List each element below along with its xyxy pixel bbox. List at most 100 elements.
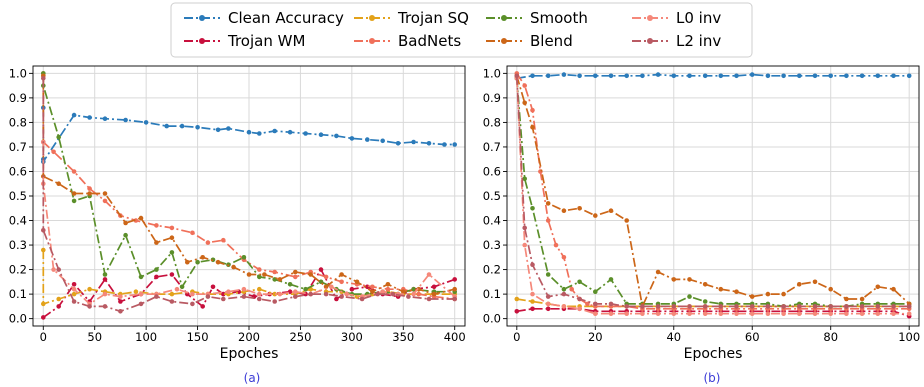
point-a-trojan-sq-4 (87, 286, 92, 292)
x-tick-label-b-4: 80 (823, 330, 838, 344)
point-b-clean-accuracy-17 (781, 73, 786, 79)
point-b-clean-accuracy-1 (530, 73, 535, 79)
y-tick-label-a-0: 0.0 (9, 312, 27, 326)
legend-entry-blend: Blend (486, 32, 573, 50)
y-tick-label-a-1: 0.1 (9, 287, 27, 301)
point-b-l2-inv-1 (522, 225, 527, 231)
point-b-l2-inv-11 (671, 304, 677, 309)
grid-b (507, 66, 919, 326)
y-tick-label-a-8: 0.8 (9, 115, 27, 129)
point-a-clean-accuracy-22 (365, 137, 370, 142)
legend-label-trojan-sq: Trojan SQ (397, 9, 469, 27)
point-a-blend-14 (246, 272, 252, 277)
point-a-trojan-wm-5 (118, 299, 123, 304)
point-a-trojan-wm-0 (41, 315, 46, 320)
point-a-l2-inv-2 (56, 267, 61, 272)
point-a-l2-inv-1 (41, 228, 46, 233)
x-axis-title-a: Epoches (220, 346, 279, 362)
x-tick-label-b-1: 20 (588, 330, 603, 344)
point-a-trojan-wm-16 (287, 289, 293, 295)
point-b-l2-inv-17 (765, 304, 771, 309)
point-b-clean-accuracy-5 (593, 73, 598, 79)
point-a-smooth-11 (195, 259, 200, 265)
point-a-trojan-sq-3 (71, 291, 77, 297)
point-b-clean-accuracy-2 (545, 73, 551, 79)
point-a-badnets-18 (323, 274, 329, 280)
point-b-l0-inv-16 (749, 311, 755, 317)
point-b-l0-inv-4 (561, 304, 567, 309)
legend-label-l2-inv: L2 inv (676, 32, 721, 50)
point-b-badnets-9 (585, 301, 590, 307)
point-a-badnets-16 (293, 274, 298, 280)
point-b-l2-inv-9 (640, 304, 645, 309)
point-b-badnets-6 (561, 254, 567, 260)
point-a-smooth-14 (241, 254, 247, 260)
point-a-smooth-9 (169, 250, 175, 255)
point-a-trojan-sq-7 (133, 289, 139, 295)
point-a-l0-inv-3 (71, 286, 77, 292)
point-b-l0-inv-22 (844, 311, 849, 317)
point-a-l0-inv-24 (426, 272, 432, 277)
point-a-blend-21 (354, 279, 360, 285)
point-a-l0-inv-21 (380, 289, 386, 295)
point-b-l2-inv-18 (781, 304, 786, 309)
point-a-l2-inv-18 (323, 291, 329, 297)
point-b-smooth-7 (608, 277, 614, 282)
series-group-b (514, 71, 912, 319)
point-b-l2-inv-8 (624, 304, 629, 309)
point-b-l0-inv-17 (765, 311, 771, 317)
point-b-clean-accuracy-15 (749, 72, 755, 77)
point-b-l2-inv-7 (608, 301, 614, 307)
legend-entry-l2-inv: L2 inv (632, 32, 721, 50)
point-a-badnets-3 (71, 169, 77, 174)
point-a-blend-27 (452, 286, 458, 292)
legend-entry-trojan-sq: Trojan SQ (354, 9, 469, 27)
legend-swatch-marker-smooth (501, 15, 507, 21)
legend-label-l0-inv: L0 inv (676, 9, 721, 27)
point-a-trojan-wm-10 (200, 304, 205, 309)
legend-swatch-marker-l2-inv (647, 38, 653, 44)
point-a-badnets-12 (221, 237, 226, 243)
point-b-clean-accuracy-10 (671, 73, 677, 79)
point-a-trojan-wm-11 (210, 284, 216, 290)
point-a-clean-accuracy-17 (287, 129, 293, 135)
legend-label-badnets: BadNets (398, 32, 461, 50)
point-a-blend-24 (401, 289, 406, 295)
point-b-clean-accuracy-4 (577, 73, 582, 79)
point-a-badnets-2 (51, 149, 56, 155)
point-b-clean-accuracy-23 (875, 73, 881, 79)
point-a-badnets-10 (190, 230, 195, 236)
point-a-l2-inv-20 (359, 296, 365, 302)
point-a-clean-accuracy-6 (102, 116, 108, 121)
point-a-l0-inv-14 (257, 291, 262, 297)
point-a-clean-accuracy-23 (380, 138, 386, 144)
point-a-blend-26 (431, 291, 437, 297)
point-b-l2-inv-6 (593, 301, 598, 307)
point-b-clean-accuracy-7 (624, 73, 629, 79)
point-b-blend-7 (608, 208, 614, 213)
point-a-blend-16 (277, 277, 283, 282)
point-a-l0-inv-7 (138, 291, 144, 297)
point-b-blend-20 (812, 279, 818, 285)
point-b-trojan-wm-0 (514, 309, 520, 314)
legend-frame (170, 2, 753, 58)
point-a-badnets-9 (169, 225, 175, 231)
point-b-l0-inv-11 (671, 311, 677, 317)
point-b-l2-inv-0 (514, 73, 520, 79)
point-b-l0-inv-2 (530, 291, 535, 297)
point-b-blend-21 (828, 286, 833, 292)
y-tick-label-b-0: 0.0 (483, 312, 501, 326)
series-group-a (41, 71, 458, 320)
point-a-trojan-sq-15 (272, 291, 278, 297)
point-a-l2-inv-25 (452, 296, 458, 302)
point-b-l2-inv-26 (906, 304, 912, 309)
point-b-blend-12 (687, 277, 692, 282)
point-a-blend-2 (56, 181, 61, 186)
point-a-l0-inv-5 (102, 291, 108, 297)
point-a-blend-4 (87, 191, 92, 196)
point-b-blend-19 (797, 282, 802, 287)
legend: Clean Accuracy Trojan WM Trojan SQ BadNets S… (170, 2, 753, 58)
legend-entry-l0-inv: L0 inv (632, 9, 721, 27)
x-tick-label-a-7: 350 (392, 330, 414, 344)
